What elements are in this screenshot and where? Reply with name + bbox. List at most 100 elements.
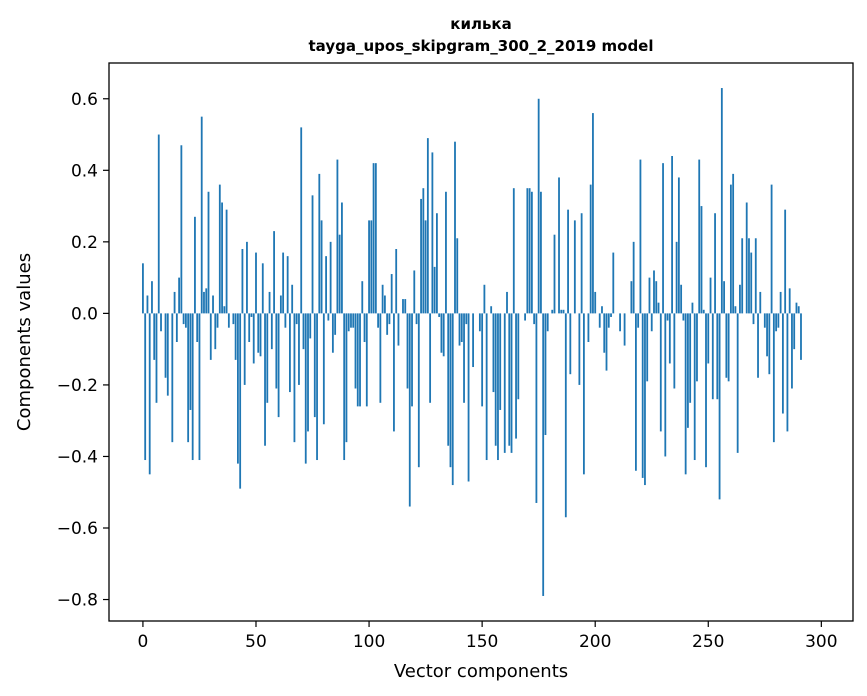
- bar-115: [402, 299, 404, 314]
- bar-177: [542, 313, 545, 596]
- bar-156: [494, 313, 497, 446]
- bar-198: [589, 184, 592, 314]
- bar-127: [429, 313, 432, 403]
- bar-188: [567, 209, 569, 314]
- bar-93: [352, 313, 355, 328]
- bar-87: [338, 234, 341, 314]
- bar-91: [347, 313, 350, 332]
- bar-61: [279, 295, 282, 314]
- bar-182: [553, 234, 556, 314]
- bar-236: [675, 241, 678, 314]
- bar-229: [659, 313, 662, 432]
- bar-289: [795, 302, 798, 314]
- bar-28: [205, 288, 208, 314]
- bar-271: [754, 238, 757, 314]
- bar-133: [442, 313, 445, 357]
- bar-120: [413, 270, 416, 314]
- bar-286: [788, 288, 791, 314]
- bar-282: [779, 291, 782, 314]
- bar-78: [318, 173, 321, 314]
- bar-21: [189, 313, 192, 410]
- bar-41: [234, 313, 237, 360]
- bar-97: [361, 281, 364, 314]
- bar-104: [377, 313, 380, 328]
- bar-53: [261, 263, 264, 314]
- bar-66: [291, 284, 294, 314]
- bar-262: [734, 306, 737, 314]
- bar-47: [248, 313, 251, 342]
- bar-203: [601, 306, 603, 314]
- bar-1: [144, 313, 147, 461]
- bar-280: [775, 313, 778, 332]
- bar-83: [329, 241, 332, 314]
- bar-5: [153, 313, 156, 360]
- bar-57: [270, 313, 273, 350]
- bar-284: [784, 209, 787, 314]
- bar-194: [580, 213, 583, 314]
- bar-261: [732, 173, 735, 314]
- bar-231: [664, 313, 667, 457]
- bar-211: [619, 313, 621, 332]
- bar-71: [302, 313, 305, 350]
- bar-249: [705, 313, 707, 468]
- bar-0: [142, 263, 144, 314]
- bar-246: [698, 159, 701, 314]
- bar-244: [693, 313, 696, 461]
- bar-73: [307, 313, 309, 432]
- bar-291: [800, 313, 802, 360]
- bar-13: [171, 313, 174, 443]
- bar-123: [420, 198, 422, 314]
- bar-186: [562, 309, 565, 314]
- bar-112: [395, 249, 398, 314]
- bar-36: [223, 306, 226, 314]
- bar-146: [472, 313, 474, 368]
- bar-98: [363, 313, 366, 342]
- bar-233: [668, 313, 671, 364]
- bar-154: [490, 306, 493, 314]
- bar-80: [322, 313, 325, 425]
- y-tick-label: −0.4: [57, 447, 98, 467]
- x-tick-label: 150: [466, 632, 498, 652]
- bar-173: [533, 313, 536, 325]
- bar-113: [397, 313, 400, 346]
- bar-77: [316, 313, 318, 461]
- bar-128: [431, 152, 434, 314]
- bar-72: [304, 313, 307, 464]
- bar-205: [605, 313, 608, 371]
- bar-243: [691, 302, 694, 314]
- bar-107: [383, 295, 386, 314]
- bar-95: [356, 313, 359, 407]
- bar-64: [286, 256, 289, 314]
- bar-90: [345, 313, 348, 443]
- x-axis-ticks: 0 50 100 150 200 250 300: [138, 621, 838, 652]
- bar-84: [331, 313, 334, 353]
- chart-title: килька: [450, 15, 511, 33]
- bar-131: [438, 313, 441, 317]
- bar-67: [293, 313, 296, 443]
- bar-288: [793, 313, 796, 350]
- bar-126: [426, 138, 429, 314]
- bar-184: [558, 177, 560, 314]
- bar-49: [252, 313, 255, 364]
- bar-166: [517, 313, 520, 400]
- bar-48: [250, 313, 253, 317]
- bar-273: [759, 291, 762, 314]
- bar-189: [569, 313, 572, 375]
- bar-74: [309, 313, 312, 339]
- bar-217: [632, 241, 635, 314]
- bar-143: [465, 313, 468, 325]
- bar-187: [564, 313, 567, 518]
- bar-245: [696, 313, 698, 382]
- bar-110: [390, 274, 393, 314]
- bar-81: [325, 256, 327, 314]
- bar-287: [791, 313, 793, 389]
- bar-111: [393, 313, 395, 432]
- bar-258: [725, 313, 728, 378]
- bar-193: [578, 313, 581, 385]
- bar-31: [212, 295, 214, 314]
- bar-17: [180, 145, 183, 314]
- bar-125: [424, 220, 427, 314]
- bar-206: [607, 313, 610, 328]
- bar-69: [298, 313, 300, 385]
